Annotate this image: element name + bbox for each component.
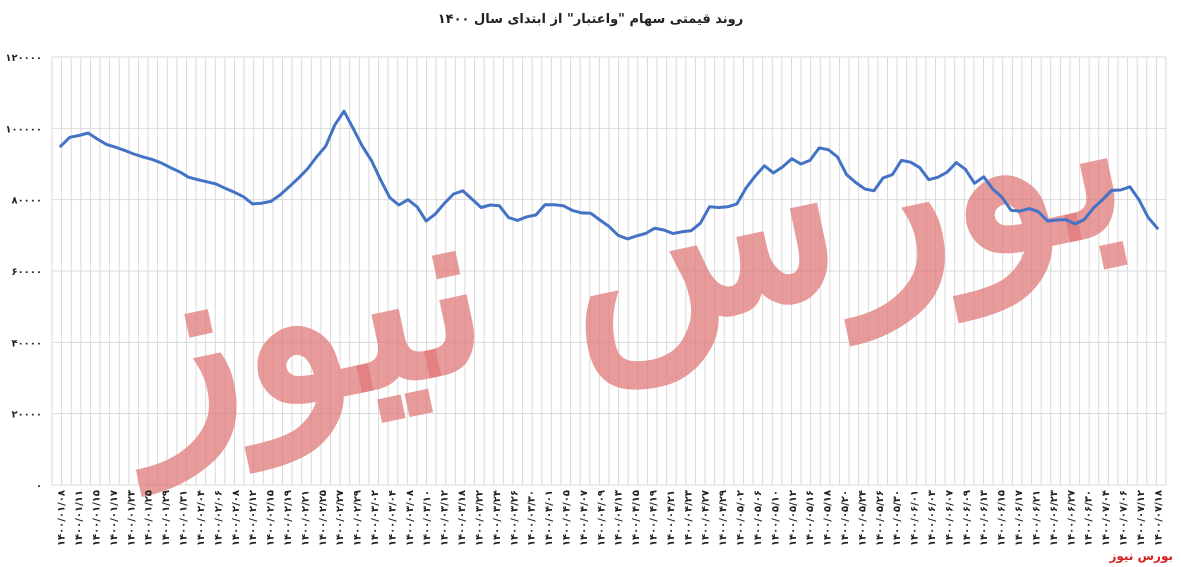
x-tick-label: ۱۴۰۰/۰۴/۱۳ — [614, 490, 625, 546]
x-tick-label: ۱۴۰۰/۰۵/۱۶ — [805, 490, 816, 546]
x-tick-label: ۱۴۰۰/۰۶/۲۳ — [1049, 490, 1060, 546]
x-tick-label: ۱۴۰۰/۰۲/۰۶ — [213, 490, 224, 546]
x-tick-label: ۱۴۰۰/۰۵/۱۲ — [788, 490, 799, 546]
x-tick-label: ۱۴۰۰/۰۵/۲۴ — [857, 490, 868, 546]
x-tick-label: ۱۴۰۰/۰۲/۲۵ — [318, 490, 329, 546]
x-tick-label: ۱۴۰۰/۰۳/۲۲ — [474, 490, 485, 546]
x-tick-label: ۱۴۰۰/۰۴/۲۹ — [718, 490, 729, 546]
x-tick-label: ۱۴۰۰/۰۶/۳۰ — [1084, 490, 1095, 546]
x-tick-label: ۱۴۰۰/۰۴/۰۹ — [596, 490, 607, 546]
x-tick-label: ۱۴۰۰/۰۶/۱۷ — [1014, 490, 1025, 546]
x-tick-label: ۱۴۰۰/۰۱/۰۸ — [57, 490, 68, 546]
x-tick-label: ۱۴۰۰/۰۲/۰۴ — [196, 490, 207, 546]
x-tick-label: ۱۴۰۰/۰۴/۰۱ — [544, 490, 555, 546]
x-tick-label: ۱۴۰۰/۰۷/۰۶ — [1118, 490, 1129, 546]
x-tick-label: ۱۴۰۰/۰۱/۱۵ — [92, 490, 103, 546]
x-tick-label: ۱۴۰۰/۰۳/۱۸ — [457, 490, 468, 546]
x-tick-label: ۱۴۰۰/۰۵/۲۰ — [840, 490, 851, 546]
chart-title: روند قیمتی سهام "واعتبار" از ابتدای سال … — [437, 12, 744, 27]
x-tick-label: ۱۴۰۰/۰۴/۱۹ — [649, 490, 660, 546]
x-tick-label: ۱۴۰۰/۰۴/۰۷ — [579, 490, 590, 546]
x-tick-label: ۱۴۰۰/۰۷/۰۴ — [1101, 490, 1112, 546]
x-tick-label: ۱۴۰۰/۰۲/۱۲ — [248, 490, 259, 546]
series-line-0 — [59, 109, 1159, 241]
x-tick-label: ۱۴۰۰/۰۲/۰۸ — [231, 490, 242, 546]
x-tick-label: ۱۴۰۰/۰۲/۱۵ — [266, 490, 277, 546]
x-tick-label: ۱۴۰۰/۰۴/۰۵ — [561, 490, 572, 546]
y-tick-label: ۲۰۰۰۰ — [11, 410, 42, 421]
x-tick-label: ۱۴۰۰/۰۶/۰۳ — [927, 490, 938, 546]
y-tick-label: ۱۰۰۰۰۰ — [5, 124, 42, 135]
x-tick-label: ۱۴۰۰/۰۲/۱۹ — [283, 490, 294, 546]
x-tick-label: ۱۴۰۰/۰۵/۲۶ — [875, 490, 886, 546]
x-tick-label: ۱۴۰۰/۰۵/۰۶ — [753, 490, 764, 546]
x-tick-label: ۱۴۰۰/۰۲/۲۹ — [353, 490, 364, 546]
x-tick-label: ۱۴۰۰/۰۶/۱۵ — [997, 490, 1008, 546]
x-tick-label: ۱۴۰۰/۰۴/۱۵ — [631, 490, 642, 546]
x-tick-label: ۱۴۰۰/۰۳/۲۶ — [509, 490, 520, 546]
x-tick-label: ۱۴۰۰/۰۵/۰۲ — [736, 490, 747, 546]
x-tick-label: ۱۴۰۰/۰۴/۲۱ — [666, 490, 677, 546]
x-axis-ticks: ۱۴۰۰/۰۱/۰۸ ۱۴۰۰/۰۱/۱۱ ۱۴۰۰/۰۱/۱۵ ۱۴۰۰/۰۱/۱۷… — [57, 490, 1165, 546]
x-tick-label: ۱۴۰۰/۰۲/۲۷ — [335, 490, 346, 546]
x-tick-label: ۱۴۰۰/۰۱/۲۵ — [144, 490, 155, 546]
y-axis-ticks: ۰ ۲۰۰۰۰ ۴۰۰۰۰ ۶۰۰۰۰ ۸۰۰۰۰ ۱۰۰۰۰۰ ۱۲۰۰۰۰ — [5, 53, 42, 492]
x-tick-label: ۱۴۰۰/۰۷/۱۲ — [1136, 490, 1147, 546]
x-tick-label: ۱۴۰۰/۰۱/۳۱ — [179, 490, 190, 546]
x-tick-label: ۱۴۰۰/۰۷/۱۸ — [1153, 490, 1164, 546]
x-tick-label: ۱۴۰۰/۰۵/۱۸ — [823, 490, 834, 546]
y-tick-label: ۱۲۰۰۰۰ — [5, 53, 42, 64]
x-tick-label: ۱۴۰۰/۰۱/۱۱ — [74, 490, 85, 546]
line-series — [59, 109, 1159, 241]
x-tick-label: ۱۴۰۰/۰۳/۰۸ — [405, 490, 416, 546]
x-tick-label: ۱۴۰۰/۰۴/۲۳ — [683, 490, 694, 546]
x-tick-label: ۱۴۰۰/۰۱/۲۳ — [126, 490, 137, 546]
x-tick-label: ۱۴۰۰/۰۶/۱۳ — [979, 490, 990, 546]
y-tick-label: ۸۰۰۰۰ — [11, 196, 42, 207]
y-tick-label: ۶۰۰۰۰ — [11, 267, 42, 278]
x-tick-label: ۱۴۰۰/۰۶/۰۹ — [962, 490, 973, 546]
x-tick-label: ۱۴۰۰/۰۱/۲۹ — [161, 490, 172, 546]
x-tick-label: ۱۴۰۰/۰۳/۱۰ — [422, 490, 433, 546]
x-tick-label: ۱۴۰۰/۰۳/۳۰ — [527, 490, 538, 546]
x-tick-label: ۱۴۰۰/۰۵/۱۰ — [770, 490, 781, 546]
footer-brand-logo: بورس نیوز — [1109, 549, 1173, 563]
x-tick-label: ۱۴۰۰/۰۶/۲۷ — [1066, 490, 1077, 546]
x-tick-label: ۱۴۰۰/۰۱/۱۷ — [109, 490, 120, 546]
x-tick-label: ۱۴۰۰/۰۳/۰۴ — [387, 490, 398, 546]
grid — [51, 56, 1167, 486]
x-tick-label: ۱۴۰۰/۰۳/۲۴ — [492, 490, 503, 546]
x-tick-label: ۱۴۰۰/۰۶/۲۱ — [1031, 490, 1042, 546]
y-tick-label: ۴۰۰۰۰ — [11, 338, 42, 349]
x-tick-label: ۱۴۰۰/۰۳/۰۲ — [370, 490, 381, 546]
x-tick-label: ۱۴۰۰/۰۵/۳۰ — [892, 490, 903, 546]
y-tick-label: ۰ — [36, 481, 42, 492]
x-tick-label: ۱۴۰۰/۰۴/۲۷ — [701, 490, 712, 546]
x-tick-label: ۱۴۰۰/۰۶/۰۱ — [910, 490, 921, 546]
x-tick-label: ۱۴۰۰/۰۶/۰۷ — [944, 490, 955, 546]
x-tick-label: ۱۴۰۰/۰۳/۱۲ — [440, 490, 451, 546]
x-tick-label: ۱۴۰۰/۰۲/۲۱ — [300, 490, 311, 546]
